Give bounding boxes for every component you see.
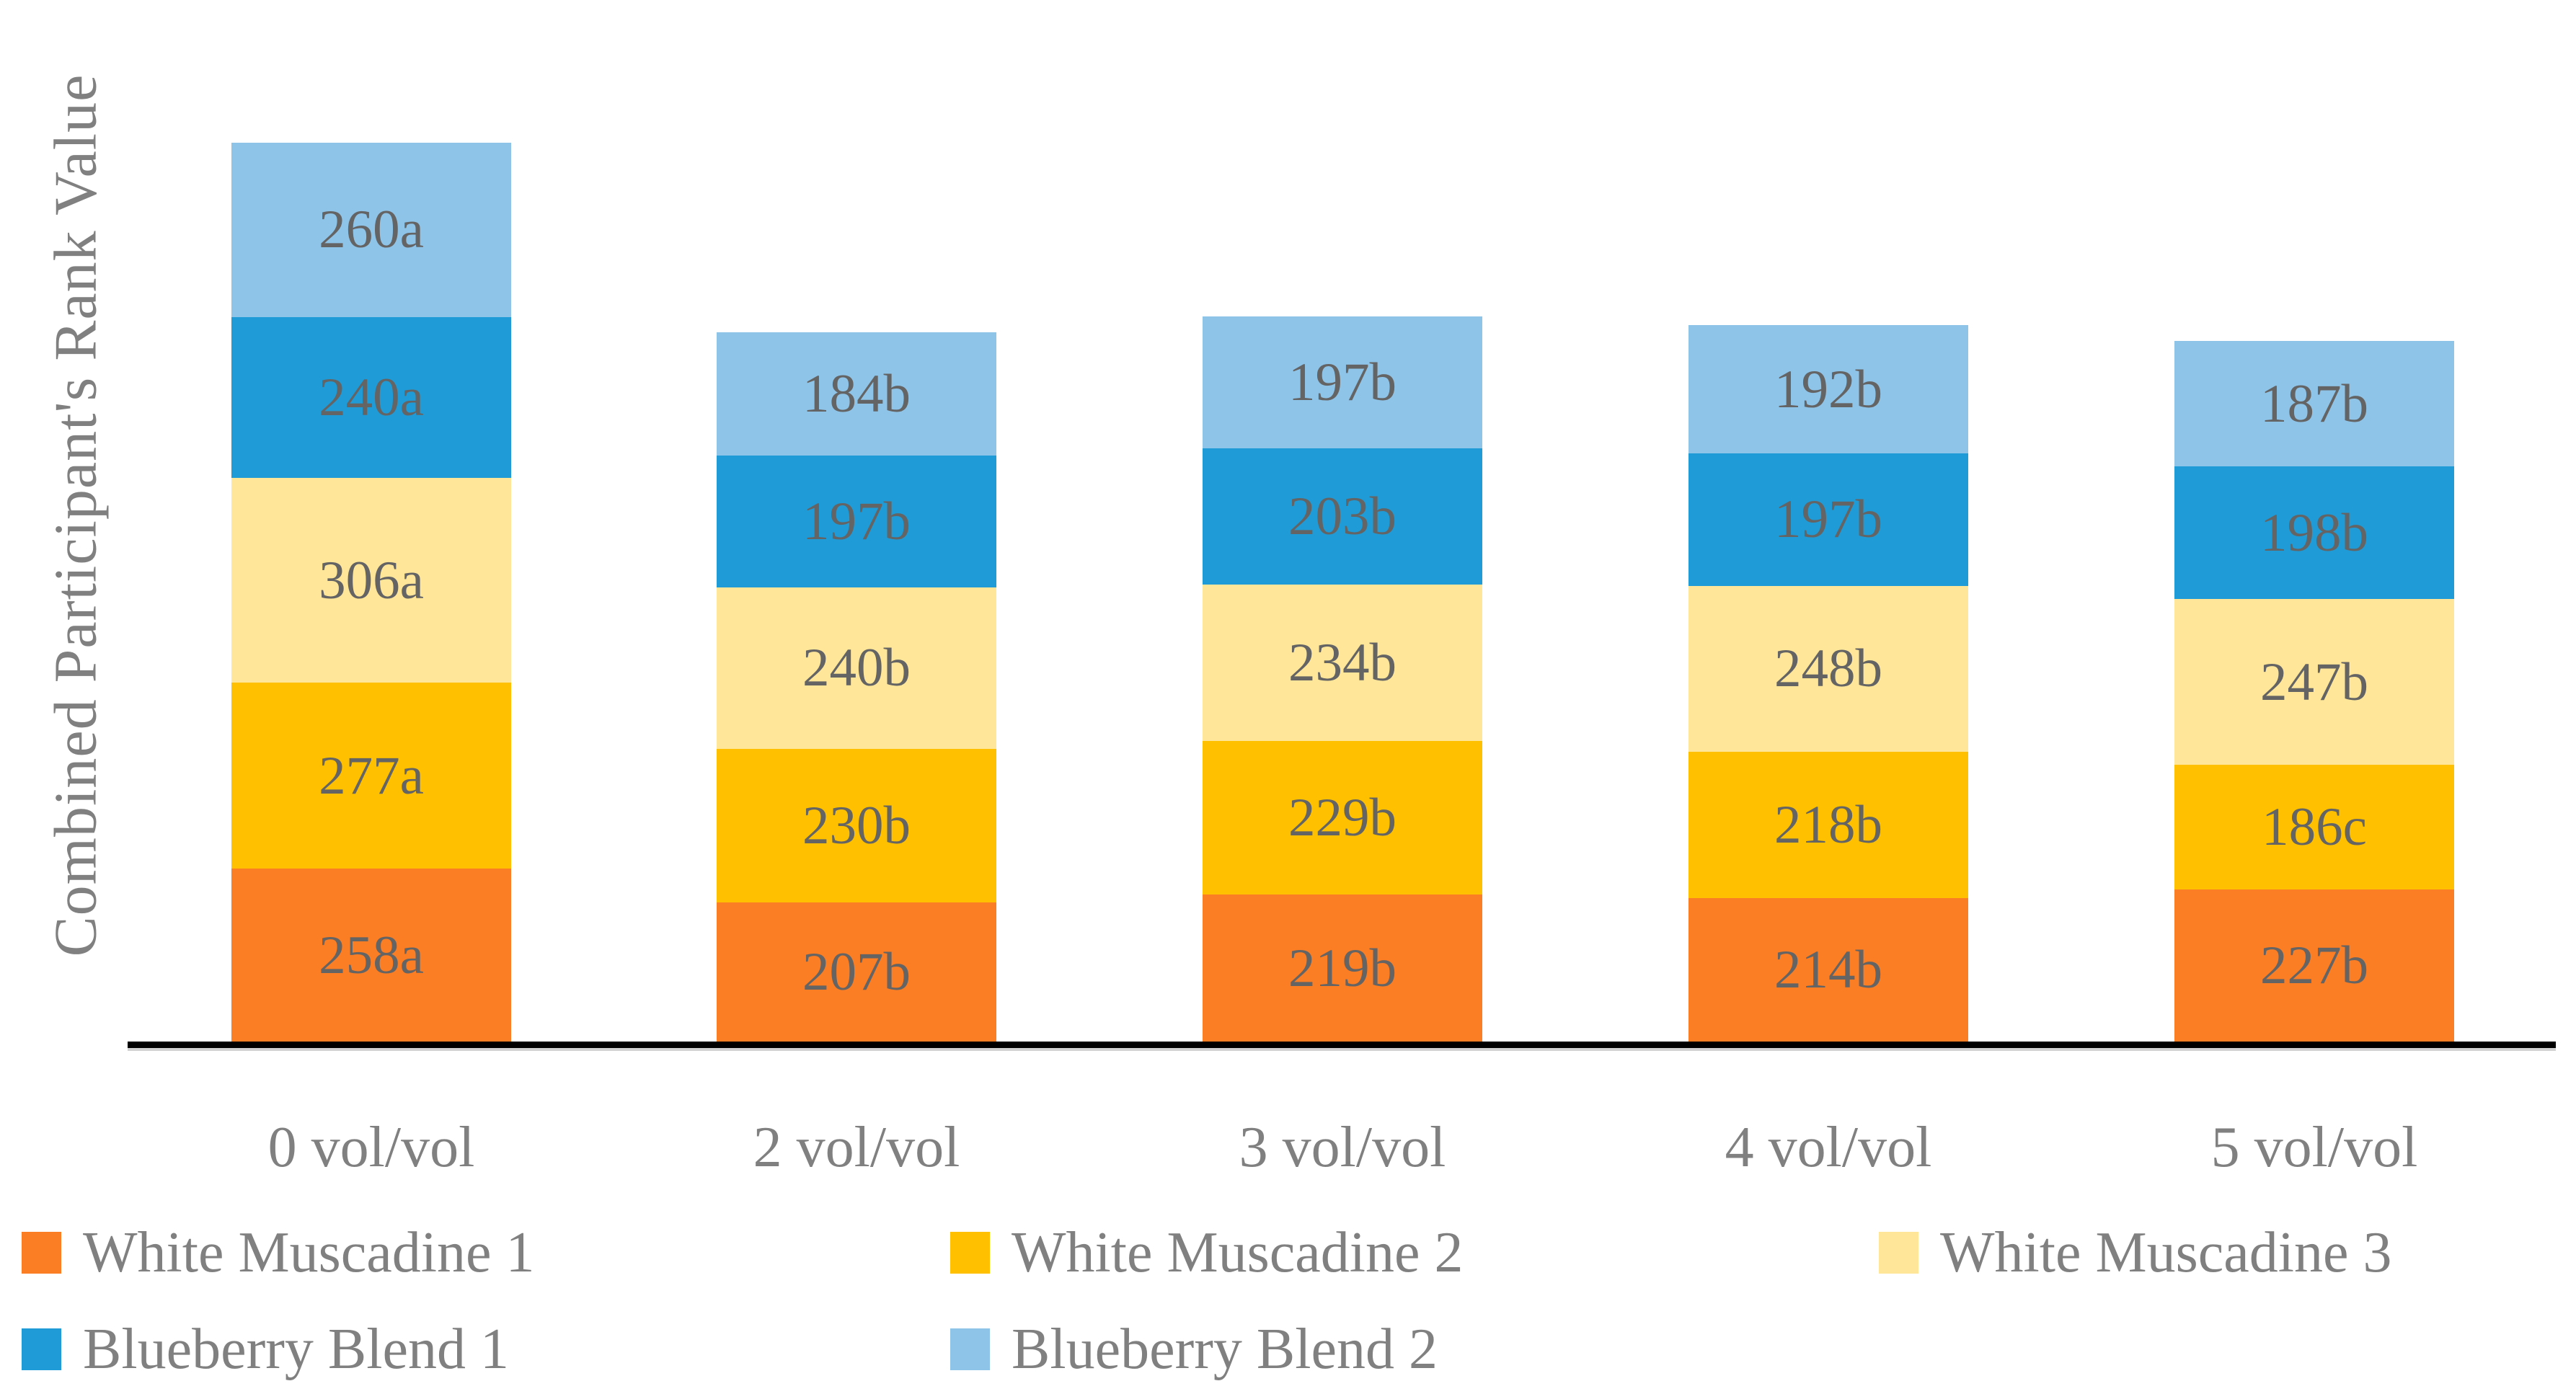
bar-segment: 258a (231, 869, 511, 1042)
bar-segment: 248b (1688, 585, 1968, 753)
bar-segment-label: 240a (319, 367, 424, 427)
bar-segment: 234b (1203, 584, 1482, 742)
legend-swatch-icon (1879, 1232, 1918, 1274)
bar-segment-label: 248b (1774, 639, 1882, 699)
bar-segment: 219b (1203, 894, 1482, 1042)
bar-segment: 260a (231, 142, 511, 317)
bar-segment-label: 187b (2260, 373, 2368, 434)
stacked-bar: 197b 203b 234b 229b 219b (1203, 316, 1482, 1042)
legend-item: White Muscadine 3 (1879, 1221, 2391, 1284)
bar-segment-label: 184b (802, 364, 911, 425)
bar-segment-label: 258a (319, 925, 424, 985)
bar-segment: 218b (1688, 752, 1968, 898)
bar-segment: 240a (231, 316, 511, 478)
bar-segment: 277a (231, 683, 511, 869)
bar-segment-label: 214b (1774, 939, 1882, 1000)
legend-item: White Muscadine 1 (22, 1221, 534, 1284)
bar-segment-label: 306a (319, 550, 424, 611)
bar-segment-label: 203b (1288, 486, 1397, 546)
x-axis-tick-label: 3 vol/vol (1239, 1116, 1446, 1179)
bar-segment: 184b (717, 332, 996, 456)
bar-segment: 198b (2174, 466, 2454, 600)
bar-segment-label: 207b (802, 942, 911, 1003)
bar-segment-label: 260a (319, 200, 424, 260)
y-axis-title: Combined Participant's Rank Value (42, 74, 110, 957)
legend-item: White Muscadine 2 (950, 1221, 1463, 1284)
bar-segment-label: 230b (802, 795, 911, 856)
x-axis-tick-label: 2 vol/vol (753, 1116, 960, 1179)
bar-segment-label: 277a (319, 745, 424, 806)
legend-swatch-icon (22, 1232, 61, 1274)
bar-segment: 197b (1688, 453, 1968, 586)
legend-label: Blueberry Blend 2 (1012, 1317, 1438, 1381)
bar-segment: 227b (2174, 889, 2454, 1042)
legend-label: White Muscadine 3 (1940, 1220, 2392, 1284)
bar-segment-label: 247b (2260, 652, 2368, 712)
bar-segment: 186c (2174, 764, 2454, 889)
bar-segment-label: 197b (802, 492, 911, 552)
bar-segment-label: 219b (1288, 938, 1397, 998)
legend-item: Blueberry Blend 1 (22, 1318, 509, 1381)
bar-segment: 192b (1688, 324, 1968, 454)
bar-segment-label: 218b (1774, 795, 1882, 856)
bar-segment: 240b (717, 587, 996, 749)
x-axis-tick-label: 4 vol/vol (1725, 1116, 1932, 1179)
bar-segment-label: 198b (2260, 502, 2368, 563)
bar-segment-label: 234b (1288, 633, 1397, 693)
legend-item: Blueberry Blend 2 (950, 1318, 1438, 1381)
bar-segment-label: 229b (1288, 788, 1397, 848)
stacked-bar: 187b 198b 247b 186c 227b (2174, 341, 2454, 1042)
bar-segment: 203b (1203, 448, 1482, 585)
stacked-bar: 184b 197b 240b 230b 207b (717, 332, 996, 1042)
bar-segment: 187b (2174, 341, 2454, 467)
bar-segment-label: 186c (2262, 796, 2367, 857)
legend-label: White Muscadine 2 (1012, 1220, 1464, 1284)
legend-swatch-icon (22, 1328, 61, 1370)
bar-segment-label: 227b (2260, 935, 2368, 995)
x-axis-line (128, 1042, 2556, 1048)
bar-segment: 197b (717, 456, 996, 588)
bar-segment: 230b (717, 748, 996, 903)
x-axis-tick-label: 0 vol/vol (267, 1116, 475, 1179)
bar-segment-label: 192b (1774, 359, 1882, 419)
stacked-bar: 260a 240a 306a 277a 258a (231, 142, 511, 1042)
bar-segment-label: 197b (1774, 489, 1882, 550)
legend-swatch-icon (950, 1232, 990, 1274)
legend-label: White Muscadine 1 (83, 1220, 535, 1284)
bar-segment: 247b (2174, 599, 2454, 765)
x-axis-tick-label: 5 vol/vol (2210, 1116, 2418, 1179)
stacked-bar: 192b 197b 248b 218b 214b (1688, 324, 1968, 1042)
legend-label: Blueberry Blend 1 (83, 1317, 509, 1381)
bar-segment: 306a (231, 477, 511, 683)
bar-segment-label: 240b (802, 638, 911, 698)
bar-segment: 207b (717, 902, 996, 1042)
bar-segment: 214b (1688, 897, 1968, 1042)
bar-segment-label: 197b (1288, 352, 1397, 412)
bar-segment: 197b (1203, 316, 1482, 448)
legend-swatch-icon (950, 1328, 990, 1370)
bar-segment: 229b (1203, 741, 1482, 895)
